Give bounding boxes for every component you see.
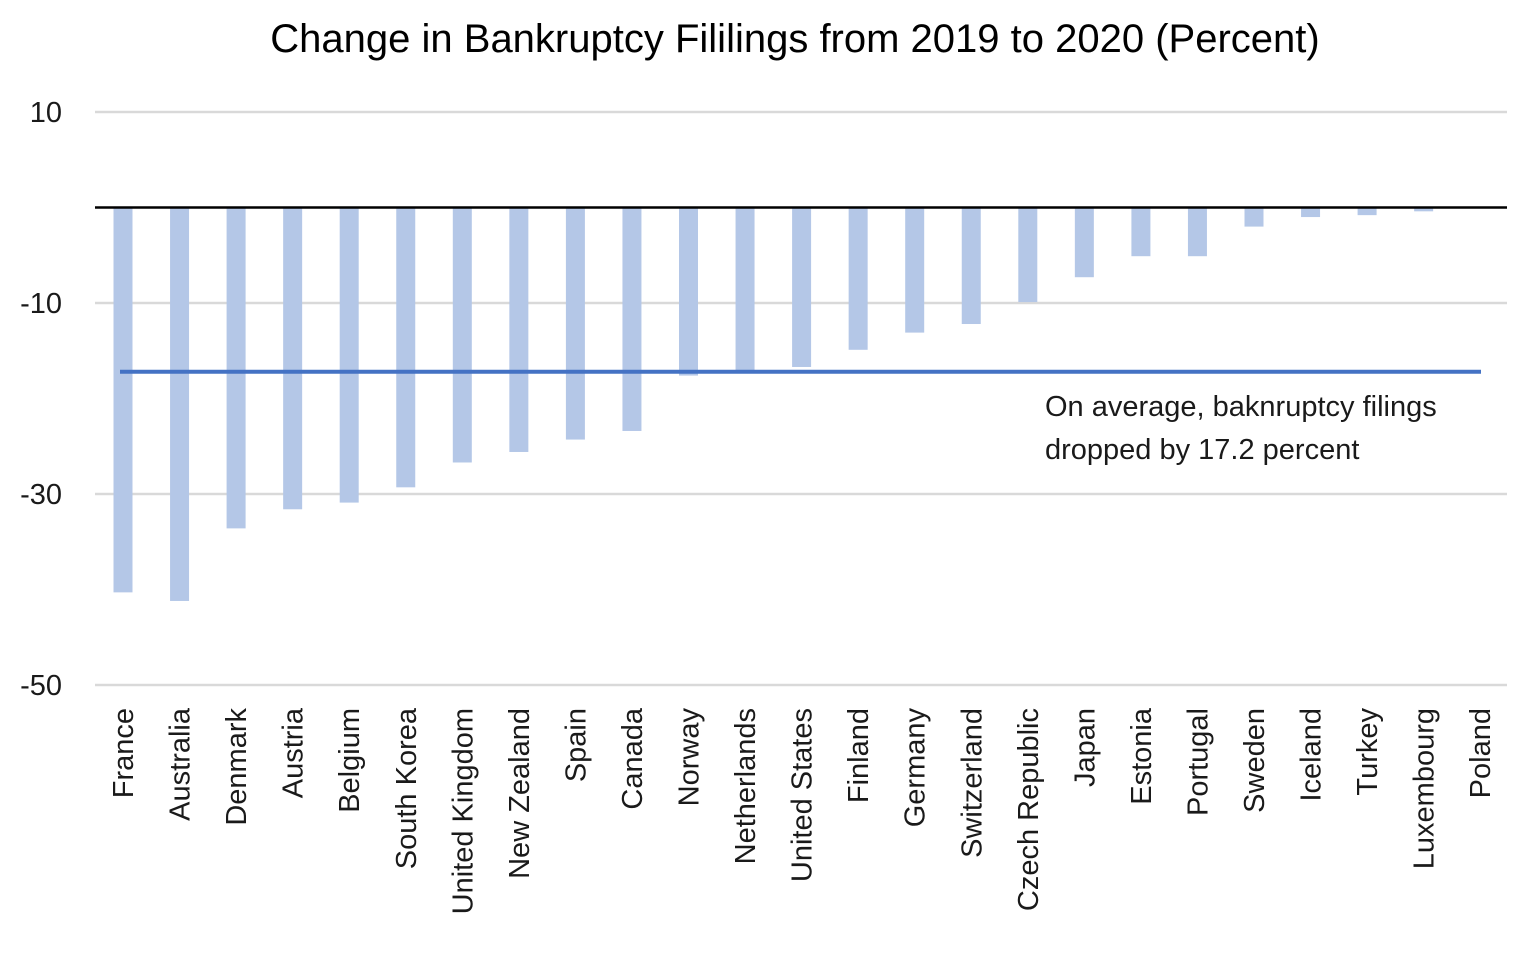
- x-category-label: Switzerland: [956, 708, 988, 858]
- bar-sweden: [1244, 207, 1264, 227]
- y-tick-label: 10: [30, 97, 62, 129]
- x-category-label: Canada: [617, 707, 649, 809]
- chart-title: Change in Bankruptcy Fililings from 2019…: [270, 17, 1319, 61]
- bar-estonia: [1131, 207, 1151, 257]
- bar-belgium: [339, 207, 359, 503]
- bar-new-zealand: [509, 207, 529, 452]
- bar-iceland: [1301, 207, 1321, 218]
- x-category-label: Belgium: [334, 708, 366, 813]
- x-category-label: Finland: [843, 708, 875, 803]
- x-category-label: Germany: [900, 708, 932, 828]
- x-category-label: United States: [787, 708, 819, 882]
- bar-austria: [283, 207, 303, 510]
- bar-denmark: [226, 207, 246, 529]
- bar-spain: [565, 207, 585, 440]
- x-category-label: Norway: [674, 708, 706, 807]
- x-category-label: Sweden: [1239, 708, 1271, 813]
- bar-norway: [679, 207, 698, 376]
- x-category-label: Spain: [560, 708, 592, 782]
- bar-portugal: [1187, 207, 1207, 257]
- bar-germany: [905, 207, 925, 333]
- y-tick-label: -50: [20, 670, 62, 702]
- bar-canada: [622, 207, 642, 431]
- bar-czech-republic: [1018, 207, 1038, 303]
- x-category-label: France: [108, 708, 140, 798]
- x-axis-category-labels: France Australia Denmark Austria Belgium Sout…: [108, 707, 1497, 914]
- bar-netherlands: [735, 207, 755, 371]
- x-category-label: Australia: [165, 707, 197, 821]
- x-category-label: New Zealand: [504, 708, 536, 879]
- y-tick-label: -30: [20, 479, 62, 511]
- bar-japan: [1074, 207, 1094, 278]
- average-annotation-line-2: dropped by 17.2 percent: [1045, 434, 1359, 466]
- x-category-label: Japan: [1069, 708, 1101, 787]
- bar-finland: [848, 207, 868, 350]
- bar-france: [113, 207, 133, 593]
- bars: [113, 207, 1434, 601]
- bar-switzerland: [961, 207, 981, 325]
- x-category-label: Denmark: [221, 708, 253, 826]
- bar-south-korea: [396, 207, 416, 488]
- bar-australia: [170, 207, 190, 601]
- bar-luxembourg: [1414, 207, 1434, 212]
- average-annotation-line-1: On average, baknruptcy filings: [1045, 391, 1437, 423]
- x-category-label: United Kingdom: [447, 708, 479, 914]
- x-category-label: Netherlands: [730, 708, 762, 864]
- bar-united-states: [792, 207, 812, 367]
- x-category-label: Turkey: [1352, 708, 1384, 796]
- x-category-label: Estonia: [1126, 707, 1158, 805]
- y-tick-label: -10: [20, 288, 62, 320]
- bar-turkey: [1357, 207, 1377, 216]
- x-category-label: Iceland: [1296, 708, 1328, 802]
- x-category-label: South Korea: [391, 707, 423, 869]
- y-axis-tick-labels: 10 -10 -30 -50: [20, 97, 62, 702]
- gridlines: [95, 110, 1507, 687]
- bar-united-kingdom: [452, 207, 472, 463]
- x-category-label: Poland: [1465, 708, 1497, 798]
- x-category-label: Czech Republic: [1013, 708, 1045, 911]
- x-category-label: Portugal: [1182, 708, 1214, 816]
- average-annotation: On average, baknruptcy filings dropped b…: [1045, 391, 1445, 466]
- x-category-label: Luxembourg: [1409, 708, 1441, 869]
- x-category-label: Austria: [278, 707, 310, 798]
